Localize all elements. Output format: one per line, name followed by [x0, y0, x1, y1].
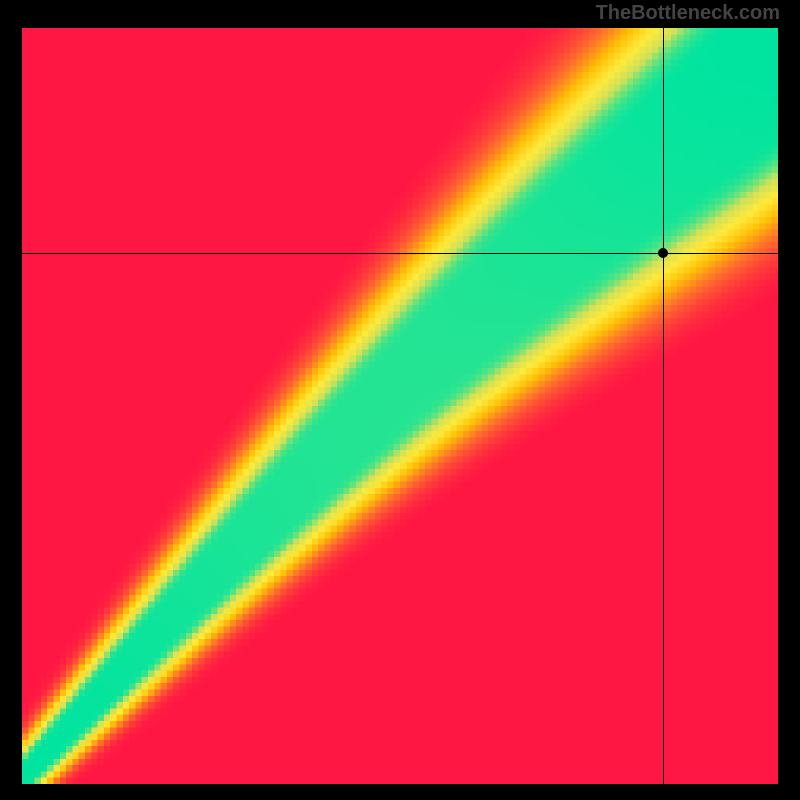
- watermark-text: TheBottleneck.com: [596, 2, 780, 25]
- heatmap-canvas: [22, 28, 778, 784]
- heatmap-plot: [22, 28, 778, 784]
- crosshair-vertical: [663, 28, 664, 784]
- crosshair-marker: [658, 248, 668, 258]
